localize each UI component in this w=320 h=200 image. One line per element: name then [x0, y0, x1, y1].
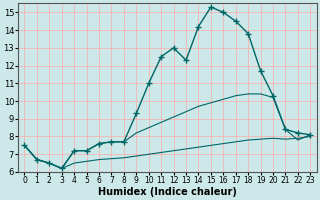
X-axis label: Humidex (Indice chaleur): Humidex (Indice chaleur) [98, 187, 237, 197]
